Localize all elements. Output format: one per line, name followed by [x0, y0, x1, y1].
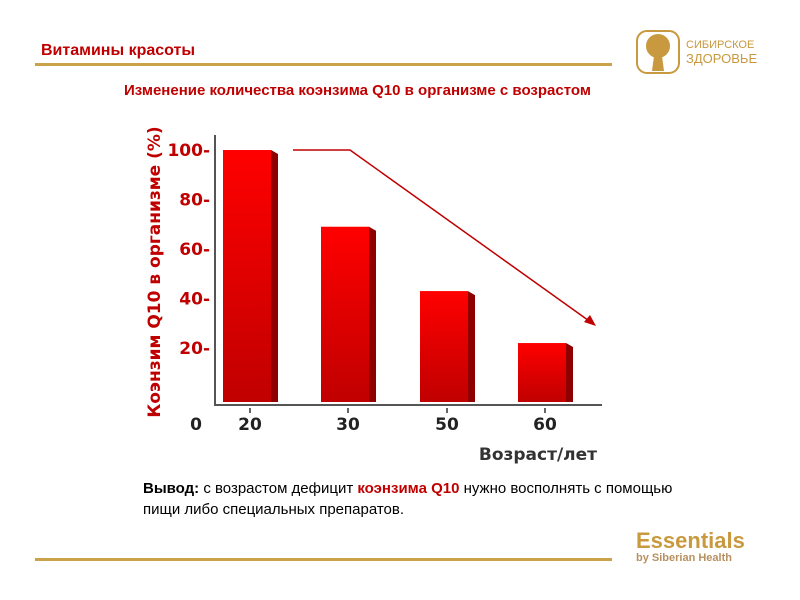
origin-label: 0 — [190, 415, 202, 435]
bar-60 — [518, 343, 566, 402]
y-tick-label: 60- — [179, 240, 210, 260]
conclusion-line2: пищи либо специальных препаратов. — [143, 501, 405, 518]
siberian-health-logo: СИБИРСКОЕ ЗДОРОВЬЕ — [636, 30, 757, 74]
bar-side — [566, 343, 573, 402]
chart-subtitle: Изменение количества коэнзима Q10 в орга… — [124, 82, 591, 99]
x-tick-label: 20 — [238, 415, 262, 435]
y-tick-label: 20- — [179, 339, 210, 359]
bar-30 — [321, 226, 369, 402]
conclusion-text: Вывод: с возрастом дефицит коэнзима Q10 … — [143, 478, 763, 520]
trend-arrow — [293, 149, 593, 324]
y-tick-label: 80- — [179, 191, 210, 211]
bar-20 — [223, 150, 271, 402]
bar-side — [468, 291, 475, 402]
y-axis-label: Коэнзим Q10 в организме (%) — [145, 126, 165, 417]
essentials-logo: Essentials by Siberian Health — [636, 528, 745, 565]
bottom-divider — [35, 558, 612, 561]
x-tick-label: 60 — [533, 415, 557, 435]
bar-side — [369, 226, 376, 402]
trend-arrowhead-icon — [584, 315, 596, 326]
x-tick-label: 50 — [435, 415, 459, 435]
y-tick-label: 40- — [179, 290, 210, 310]
logo-line2: ЗДОРОВЬЕ — [686, 51, 758, 66]
conclusion-part2: нужно восполнять с помощью — [459, 480, 673, 497]
conclusion-label: Вывод: — [143, 480, 200, 497]
conclusion-part1: с возрастом дефицит — [199, 480, 358, 497]
top-divider — [35, 63, 612, 66]
y-tick-label: 100- — [167, 141, 210, 161]
page-title: Витамины красоты — [41, 42, 196, 59]
bar-side — [271, 150, 278, 402]
brand-name: Essentials — [636, 528, 745, 553]
x-tick-label: 30 — [336, 415, 360, 435]
brand-tagline: by Siberian Health — [636, 552, 732, 564]
x-axis-label: Возраст/лет — [479, 445, 597, 465]
bar-50 — [420, 291, 468, 402]
conclusion-highlight: коэнзима Q10 — [357, 480, 460, 497]
logo-line1: СИБИРСКОЕ — [686, 39, 755, 51]
tree-logo-icon — [636, 30, 680, 74]
